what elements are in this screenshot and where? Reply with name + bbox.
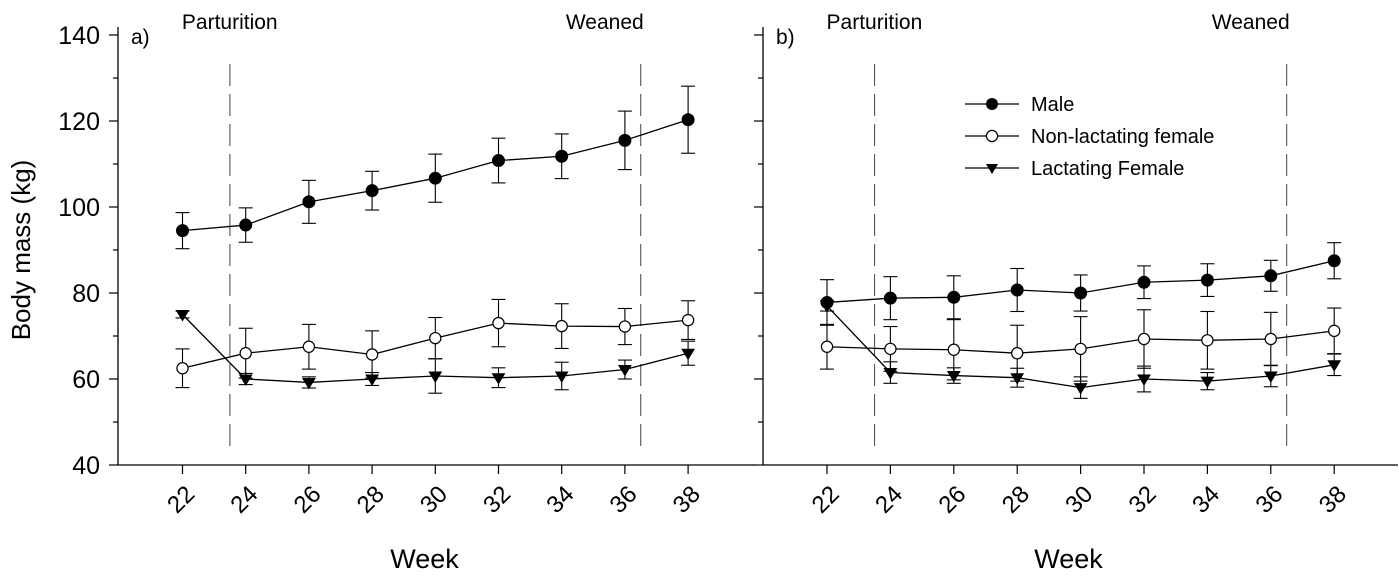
x-axis-title: Week: [1034, 544, 1103, 574]
data-point-non-lactating: [1074, 342, 1087, 356]
data-point-non-lactating: [1327, 324, 1341, 338]
data-point-non-lactating: [618, 320, 632, 333]
annotation-label: Weaned: [566, 11, 644, 34]
x-tick-label: 22: [807, 481, 845, 519]
data-point-lactating: [238, 374, 253, 386]
data-point-male: [883, 291, 897, 305]
x-tick-label: 24: [870, 481, 908, 519]
legend-label: Non-lactating female: [1031, 126, 1214, 148]
x-tick-label: 32: [478, 481, 516, 519]
legend-label: Lactating Female: [1031, 158, 1184, 180]
y-tick-label: 80: [72, 280, 100, 308]
x-axis-title: Week: [390, 544, 459, 574]
x-tick-label: 38: [1314, 481, 1352, 519]
data-point-male: [618, 133, 632, 147]
data-point-male: [1074, 286, 1088, 300]
data-point-lactating: [554, 371, 569, 383]
data-point-non-lactating: [681, 313, 695, 327]
data-point-non-lactating: [884, 342, 897, 356]
data-point-lactating: [175, 310, 190, 322]
data-point-non-lactating: [429, 331, 442, 345]
y-tick-label: 60: [72, 366, 100, 394]
data-point-lactating: [428, 371, 443, 383]
data-point-male: [1137, 275, 1151, 289]
data-point-non-lactating: [365, 348, 379, 361]
data-point-lactating: [946, 371, 961, 383]
data-point-non-lactating: [492, 316, 505, 330]
data-point-male: [820, 295, 834, 309]
data-point-non-lactating: [239, 347, 252, 360]
panel-label: a): [131, 26, 150, 49]
x-tick-label: 36: [605, 481, 643, 519]
data-point-non-lactating: [1201, 334, 1214, 347]
data-point-lactating: [883, 368, 898, 380]
x-tick-label: 24: [225, 481, 263, 519]
data-point-non-lactating: [820, 340, 834, 353]
panel-a: 40 60 80 100 120 140 22 24 26 28 30 32 34 36 38 Week a) P…: [58, 11, 755, 574]
y-axis-title: Body mass (kg): [6, 160, 36, 341]
legend-marker-lactating: [986, 164, 998, 174]
legend-label: Male: [1031, 94, 1074, 116]
data-point-male: [947, 290, 961, 304]
data-point-lactating: [1327, 360, 1342, 372]
data-point-male: [365, 184, 379, 198]
data-point-lactating: [491, 373, 506, 385]
x-tick-label: 36: [1251, 481, 1289, 519]
x-tick-label: 32: [1124, 481, 1162, 519]
data-point-male: [681, 113, 695, 127]
panel-b: 22 24 26 28 30 32 34 36 38 Week b) Parturition Weane…: [754, 11, 1398, 574]
data-point-lactating: [618, 365, 632, 377]
data-point-male: [302, 195, 316, 209]
data-point-male: [176, 224, 189, 238]
data-point-male: [428, 171, 442, 185]
x-tick-label: 22: [162, 481, 200, 519]
data-point-lactating: [681, 348, 695, 361]
x-tick-label: 30: [415, 481, 453, 519]
data-point-male: [1327, 254, 1341, 268]
x-tick-label: 34: [1187, 481, 1225, 519]
data-point-male: [555, 149, 569, 163]
x-tick-label: 28: [352, 481, 390, 519]
data-point-lactating: [1263, 371, 1278, 383]
data-point-lactating: [1200, 376, 1215, 389]
x-tick-label: 28: [997, 481, 1035, 519]
data-point-male: [1200, 273, 1214, 287]
y-tick-label: 140: [58, 22, 100, 50]
y-tick-label: 120: [58, 108, 100, 136]
data-point-male: [1264, 269, 1278, 283]
data-point-non-lactating: [555, 319, 568, 333]
data-point-male: [239, 218, 253, 232]
data-point-non-lactating: [302, 340, 316, 353]
y-tick-label: 100: [58, 194, 100, 222]
x-tick-label: 30: [1060, 481, 1098, 519]
legend-marker-non-lactating: [985, 129, 999, 143]
data-point-non-lactating: [947, 343, 961, 356]
panel-label: b): [776, 26, 795, 49]
y-tick-label: 40: [72, 452, 100, 480]
legend-marker-male: [986, 98, 998, 110]
data-point-male: [1010, 283, 1024, 297]
data-point-non-lactating: [1011, 347, 1024, 360]
data-point-lactating: [1137, 374, 1151, 386]
annotation-label: Parturition: [827, 11, 923, 34]
data-point-lactating: [1073, 383, 1088, 395]
x-tick-label: 38: [668, 481, 706, 519]
x-tick-label: 26: [289, 481, 327, 519]
data-point-non-lactating: [176, 362, 189, 375]
data-point-non-lactating: [1137, 332, 1151, 346]
data-point-lactating: [365, 374, 379, 386]
data-point-lactating: [1010, 373, 1025, 385]
annotation-label: Parturition: [182, 11, 278, 34]
annotation-label: Weaned: [1212, 11, 1290, 34]
x-tick-label: 34: [541, 481, 579, 519]
data-point-lactating: [302, 377, 316, 390]
data-point-male: [492, 154, 505, 168]
data-point-non-lactating: [1264, 332, 1278, 346]
x-tick-label: 26: [934, 481, 972, 519]
legend: Male Non-lactating female Lactating Female: [965, 94, 1214, 180]
